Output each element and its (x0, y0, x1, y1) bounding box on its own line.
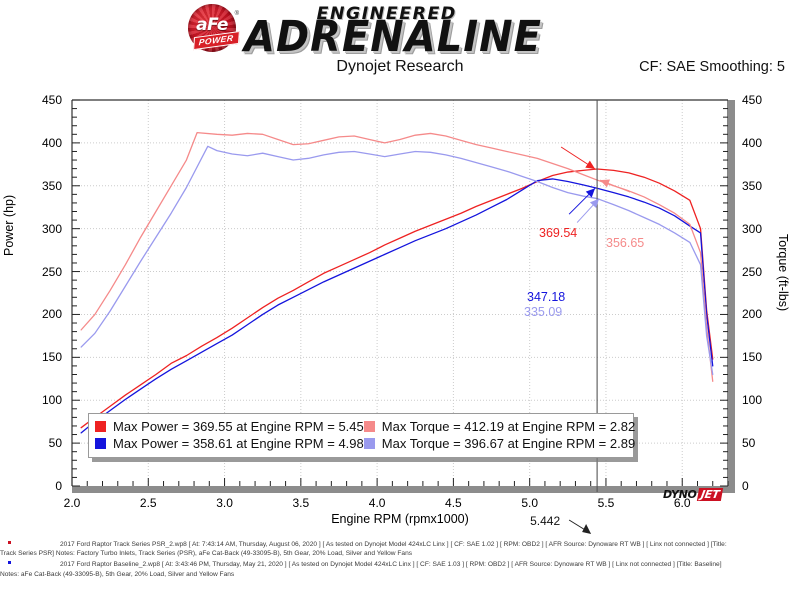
run-detail-line: Notes: aFe Cat-Back (49-33095-B), 5th Ge… (0, 570, 235, 578)
x-axis-tick-label: 3.5 (292, 496, 310, 510)
run-details-footer: 2017 Ford Raptor Track Series PSR_2.wp8 … (0, 540, 800, 581)
y-axis-right-tick-label: 100 (742, 393, 763, 408)
readout-arrows (560, 146, 631, 534)
tagline-adrenaline: ADRENALINE (244, 12, 542, 62)
legend-label-power-run2: Max Power = 358.61 at Engine RPM = 4.98 (113, 436, 364, 451)
run-detail-entry: 2017 Ford Raptor Baseline_2.wp8 [ At: 3:… (0, 560, 800, 578)
tagline-engineered: ENGINEERED (316, 4, 457, 24)
legend-swatch-torque-run1 (363, 421, 375, 432)
y-axis-left-tick-label: 0 (55, 479, 62, 493)
y-axis-right-tick-label: 350 (742, 178, 763, 193)
chart-subtitle: Dynojet Research (336, 58, 464, 75)
y-axis-left-tick-label: 100 (41, 393, 62, 408)
afe-logo-text: aFe (196, 15, 228, 35)
legend-swatch-torque-run2 (363, 438, 375, 449)
plot-frame (71, 99, 735, 493)
y-axis-right-tick-label: 400 (742, 135, 763, 150)
chart-legend: Max Power = 369.55 at Engine RPM = 5.45 … (88, 413, 635, 458)
adrenaline-wordmark: ENGINEERED ADRENALINE (244, 2, 584, 62)
y-axis-left-tick-label: 200 (41, 307, 62, 322)
torque-run1-readout: 356.65 (606, 236, 645, 250)
x-axis-title: Engine RPM (rpmx1000) (331, 512, 469, 526)
legend-item-power-run1: Max Power = 369.55 at Engine RPM = 5.45 (95, 419, 364, 434)
x-axis-tick-label: 5.5 (597, 496, 615, 510)
axis-ticks (71, 99, 729, 487)
x-axis-tick-label: 2.0 (63, 496, 81, 510)
y-axis-left-tick-label: 150 (41, 350, 62, 365)
x-axis-tick-label: 3.0 (216, 496, 233, 510)
x-axis-tick-label: 4.0 (368, 496, 386, 510)
run-detail-line: 2017 Ford Raptor Baseline_2.wp8 [ At: 3:… (60, 561, 722, 569)
legend-label-power-run1: Max Power = 369.55 at Engine RPM = 5.45 (113, 419, 364, 434)
dyno-plot-area: Power (hp) Torque (ft-lbs) Engine RPM (r… (0, 88, 800, 536)
y-axis-left-tick-label: 300 (41, 221, 62, 236)
legend-item-torque-run2: Max Torque = 396.67 at Engine RPM = 2.89 (363, 436, 636, 451)
run-bullet-icon (8, 561, 11, 565)
x-axis-tick-label: 4.5 (445, 496, 462, 510)
x-axis-tick-label: 5.0 (521, 496, 539, 510)
dynojet-logo: DYNO JET (663, 488, 723, 501)
legend-swatch-power-run2 (95, 438, 106, 449)
legend-row: Max Power = 358.61 at Engine RPM = 4.98 … (95, 435, 635, 452)
legend-item-power-run2: Max Power = 358.61 at Engine RPM = 4.98 (95, 436, 364, 451)
run-detail-line: 2017 Ford Raptor Track Series PSR_2.wp8 … (60, 541, 727, 548)
legend-label-torque-run1: Max Torque = 412.19 at Engine RPM = 2.82 (381, 419, 636, 434)
cursor-rpm-label: 5.442 (530, 514, 561, 528)
series-line (80, 131, 714, 382)
x-axis-tick-label: 2.5 (139, 496, 157, 510)
registered-trademark-icon: ® (234, 11, 239, 17)
afe-power-logo-icon: aFe ® POWER (186, 3, 241, 55)
y-axis-left-tick-label: 50 (48, 436, 62, 451)
y-axis-right-tick-label: 200 (742, 307, 763, 322)
dynojet-logo-dyno: DYNO (663, 488, 697, 501)
correction-factor-note: CF: SAE Smoothing: 5 (639, 59, 785, 75)
legend-swatch-power-run1 (95, 421, 106, 432)
y-axis-left-tick-label: 350 (41, 178, 62, 193)
power-run2-readout: 347.18 (527, 290, 566, 304)
legend-row: Max Power = 369.55 at Engine RPM = 5.45 … (95, 418, 635, 435)
y-axis-left-tick-label: 400 (41, 135, 62, 150)
run-detail-entry: 2017 Ford Raptor Track Series PSR_2.wp8 … (0, 540, 800, 558)
y-axis-left-tick-label: 450 (41, 93, 62, 107)
y-axis-left-tick-label: 250 (41, 264, 62, 279)
dyno-chart-svg (71, 99, 735, 534)
run-bullet-icon (8, 541, 11, 544)
legend-label-torque-run2: Max Torque = 396.67 at Engine RPM = 2.89 (381, 436, 636, 451)
power-run1-readout: 369.54 (539, 226, 578, 240)
y-axis-right-tick-label: 50 (742, 436, 756, 451)
torque-run2-readout: 335.09 (524, 305, 563, 319)
y-axis-right-tick-label: 250 (742, 264, 763, 279)
x-axis-tick-label: 6.0 (673, 496, 691, 510)
series-line (80, 145, 714, 376)
dynojet-logo-jet: JET (696, 488, 723, 501)
y-axis-right-tick-label: 0 (742, 479, 749, 493)
data-series (80, 131, 714, 434)
y-axis-right-tick-label: 150 (742, 350, 763, 365)
chart-subheader: Dynojet Research CF: SAE Smoothing: 5 (0, 58, 800, 84)
chart-header: aFe ® POWER ENGINEERED ADRENALINE (0, 0, 800, 58)
series-line (80, 168, 714, 429)
y-axis-right-tick-label: 450 (742, 93, 763, 107)
y-axis-right-tick-label: 300 (742, 221, 763, 236)
afe-power-brand-lockup: aFe ® POWER ENGINEERED ADRENALINE (186, 2, 584, 62)
series-line (80, 178, 714, 434)
run-detail-line: Track Series PSR] Notes: Factory Turbo I… (0, 550, 413, 558)
legend-item-torque-run1: Max Torque = 412.19 at Engine RPM = 2.82 (363, 419, 636, 434)
